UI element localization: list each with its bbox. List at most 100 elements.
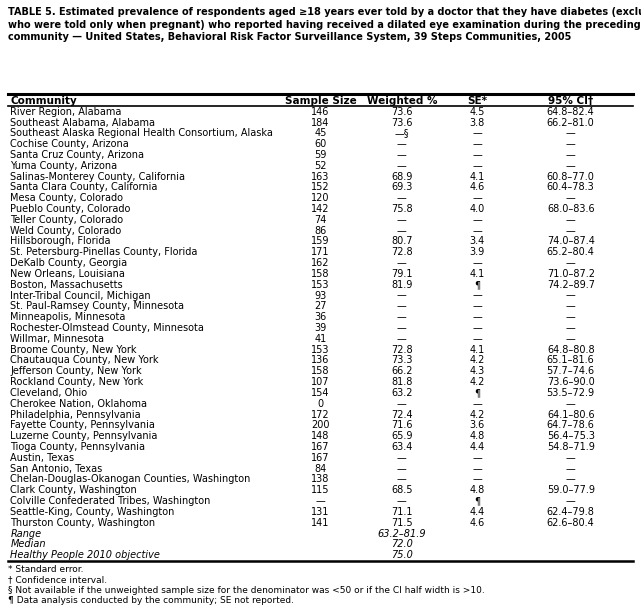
Text: 39: 39 bbox=[314, 323, 327, 333]
Text: 64.8–82.4: 64.8–82.4 bbox=[547, 107, 595, 116]
Text: 63.2–81.9: 63.2–81.9 bbox=[378, 529, 426, 538]
Text: —: — bbox=[472, 161, 482, 171]
Text: —: — bbox=[397, 225, 406, 236]
Text: —: — bbox=[472, 323, 482, 333]
Text: 74: 74 bbox=[314, 215, 327, 225]
Text: 73.6–90.0: 73.6–90.0 bbox=[547, 377, 595, 387]
Text: 200: 200 bbox=[312, 420, 329, 431]
Text: —: — bbox=[566, 474, 576, 484]
Text: —: — bbox=[397, 323, 406, 333]
Text: —: — bbox=[397, 161, 406, 171]
Text: 59: 59 bbox=[314, 150, 327, 160]
Text: —: — bbox=[472, 193, 482, 203]
Text: Colville Confederated Tribes, Washington: Colville Confederated Tribes, Washington bbox=[10, 496, 211, 506]
Text: 93: 93 bbox=[314, 291, 327, 301]
Text: —: — bbox=[397, 150, 406, 160]
Text: 4.1: 4.1 bbox=[469, 172, 485, 182]
Text: —: — bbox=[397, 464, 406, 474]
Text: 159: 159 bbox=[312, 237, 329, 246]
Text: Cochise County, Arizona: Cochise County, Arizona bbox=[10, 139, 129, 149]
Text: ¶: ¶ bbox=[474, 280, 480, 290]
Text: 59.0–77.9: 59.0–77.9 bbox=[547, 485, 595, 495]
Text: —: — bbox=[397, 399, 406, 409]
Text: —: — bbox=[397, 215, 406, 225]
Text: —: — bbox=[566, 128, 576, 139]
Text: 69.3: 69.3 bbox=[391, 182, 413, 192]
Text: Philadelphia, Pennsylvania: Philadelphia, Pennsylvania bbox=[10, 410, 141, 419]
Text: —: — bbox=[472, 258, 482, 268]
Text: —: — bbox=[566, 139, 576, 149]
Text: Southeast Alaska Regional Health Consortium, Alaska: Southeast Alaska Regional Health Consort… bbox=[10, 128, 273, 139]
Text: Inter-Tribal Council, Michigan: Inter-Tribal Council, Michigan bbox=[10, 291, 151, 301]
Text: —: — bbox=[566, 464, 576, 474]
Text: Community: Community bbox=[10, 96, 77, 106]
Text: —: — bbox=[472, 312, 482, 322]
Text: 41: 41 bbox=[314, 334, 327, 344]
Text: 72.0: 72.0 bbox=[391, 540, 413, 549]
Text: Clark County, Washington: Clark County, Washington bbox=[10, 485, 137, 495]
Text: 68.0–83.6: 68.0–83.6 bbox=[547, 204, 595, 214]
Text: —: — bbox=[472, 301, 482, 312]
Text: 81.9: 81.9 bbox=[391, 280, 413, 290]
Text: —: — bbox=[472, 453, 482, 463]
Text: 158: 158 bbox=[312, 269, 329, 279]
Text: —: — bbox=[566, 323, 576, 333]
Text: —: — bbox=[397, 496, 406, 506]
Text: Teller County, Colorado: Teller County, Colorado bbox=[10, 215, 123, 225]
Text: —: — bbox=[566, 453, 576, 463]
Text: 4.0: 4.0 bbox=[469, 204, 485, 214]
Text: —: — bbox=[397, 474, 406, 484]
Text: —: — bbox=[472, 150, 482, 160]
Text: TABLE 5. Estimated prevalence of respondents aged ≥18 years ever told by a docto: TABLE 5. Estimated prevalence of respond… bbox=[8, 7, 641, 42]
Text: Salinas-Monterey County, California: Salinas-Monterey County, California bbox=[10, 172, 185, 182]
Text: 80.7: 80.7 bbox=[391, 237, 413, 246]
Text: 4.6: 4.6 bbox=[469, 182, 485, 192]
Text: Rockland County, New York: Rockland County, New York bbox=[10, 377, 144, 387]
Text: 3.9: 3.9 bbox=[469, 247, 485, 257]
Text: 60.4–78.3: 60.4–78.3 bbox=[547, 182, 595, 192]
Text: 4.1: 4.1 bbox=[469, 269, 485, 279]
Text: 115: 115 bbox=[312, 485, 329, 495]
Text: Range: Range bbox=[10, 529, 42, 538]
Text: —: — bbox=[472, 464, 482, 474]
Text: Chelan-Douglas-Okanogan Counties, Washington: Chelan-Douglas-Okanogan Counties, Washin… bbox=[10, 474, 251, 484]
Text: —: — bbox=[472, 291, 482, 301]
Text: River Region, Alabama: River Region, Alabama bbox=[10, 107, 122, 116]
Text: Cleveland, Ohio: Cleveland, Ohio bbox=[10, 388, 87, 398]
Text: 167: 167 bbox=[312, 453, 329, 463]
Text: 138: 138 bbox=[312, 474, 329, 484]
Text: 73.3: 73.3 bbox=[391, 355, 413, 365]
Text: —: — bbox=[472, 334, 482, 344]
Text: Southeast Alabama, Alabama: Southeast Alabama, Alabama bbox=[10, 118, 155, 128]
Text: 4.1: 4.1 bbox=[469, 344, 485, 355]
Text: 141: 141 bbox=[312, 517, 329, 528]
Text: —: — bbox=[566, 225, 576, 236]
Text: † Confidence interval.: † Confidence interval. bbox=[8, 575, 107, 585]
Text: 72.4: 72.4 bbox=[391, 410, 413, 419]
Text: Median: Median bbox=[10, 540, 46, 549]
Text: 65.1–81.6: 65.1–81.6 bbox=[547, 355, 595, 365]
Text: 4.4: 4.4 bbox=[469, 507, 485, 517]
Text: 167: 167 bbox=[312, 442, 329, 452]
Text: ¶: ¶ bbox=[474, 388, 480, 398]
Text: 52: 52 bbox=[314, 161, 327, 171]
Text: 120: 120 bbox=[312, 193, 329, 203]
Text: 3.8: 3.8 bbox=[469, 118, 485, 128]
Text: 68.9: 68.9 bbox=[391, 172, 413, 182]
Text: 71.5: 71.5 bbox=[391, 517, 413, 528]
Text: 53.5–72.9: 53.5–72.9 bbox=[547, 388, 595, 398]
Text: 64.7–78.6: 64.7–78.6 bbox=[547, 420, 595, 431]
Text: 63.2: 63.2 bbox=[391, 388, 413, 398]
Text: Fayette County, Pennsylvania: Fayette County, Pennsylvania bbox=[10, 420, 155, 431]
Text: St. Petersburg-Pinellas County, Florida: St. Petersburg-Pinellas County, Florida bbox=[10, 247, 197, 257]
Text: 136: 136 bbox=[312, 355, 329, 365]
Text: Yuma County, Arizona: Yuma County, Arizona bbox=[10, 161, 117, 171]
Text: 66.2: 66.2 bbox=[391, 367, 413, 376]
Text: Santa Cruz County, Arizona: Santa Cruz County, Arizona bbox=[10, 150, 144, 160]
Text: 64.1–80.6: 64.1–80.6 bbox=[547, 410, 595, 419]
Text: 4.2: 4.2 bbox=[469, 410, 485, 419]
Text: 66.2–81.0: 66.2–81.0 bbox=[547, 118, 595, 128]
Text: * Standard error.: * Standard error. bbox=[8, 565, 83, 575]
Text: —: — bbox=[397, 334, 406, 344]
Text: —: — bbox=[472, 215, 482, 225]
